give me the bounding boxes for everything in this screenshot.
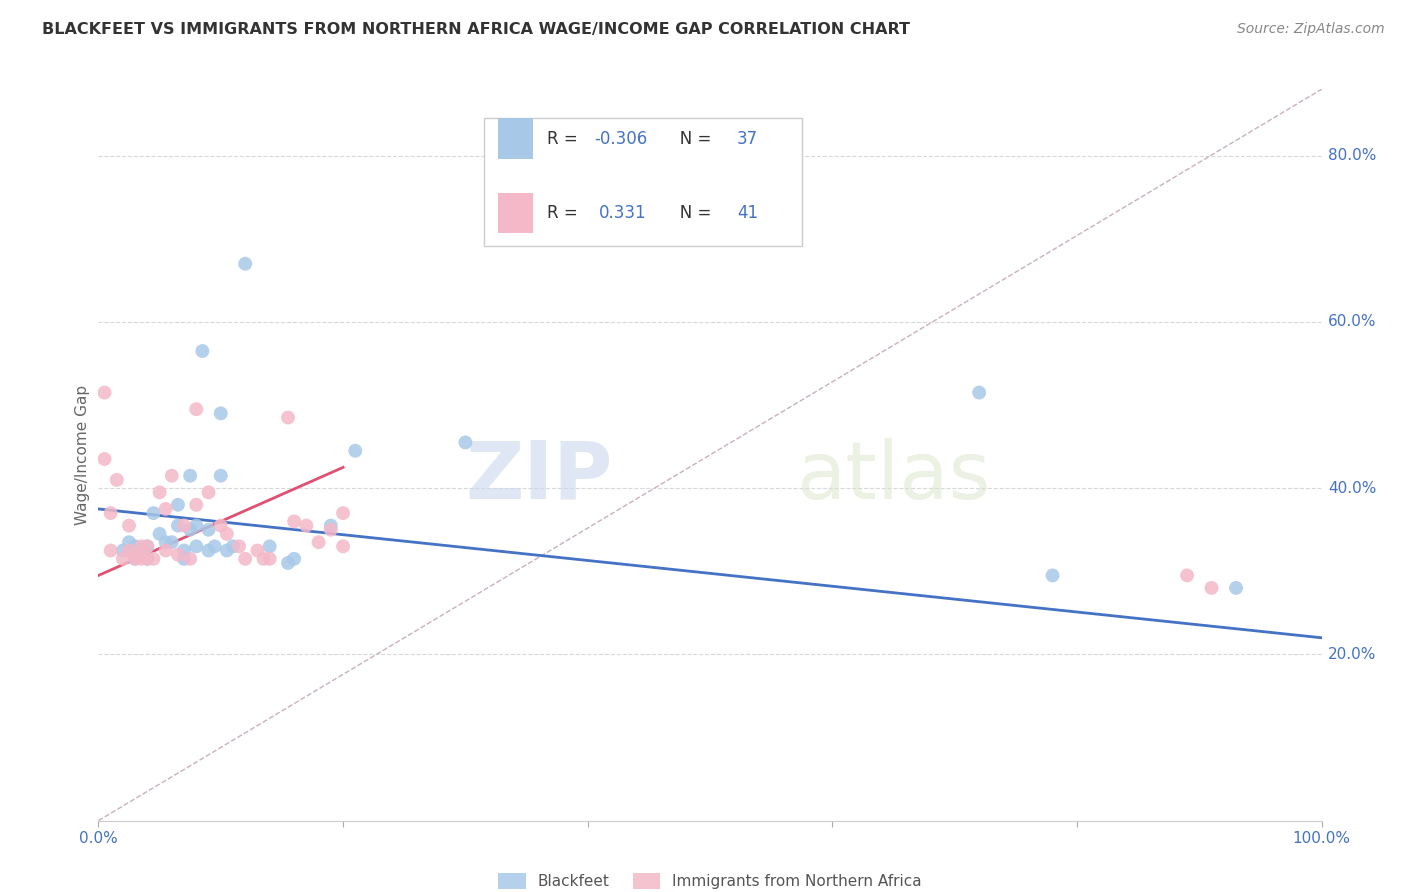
Point [136,539,159,553]
Point [167,548,190,562]
Point [319,523,342,537]
Point [100,543,122,558]
Text: N =: N = [664,129,716,147]
Point [1175,568,1198,582]
Point [197,523,219,537]
Point [155,502,177,516]
Point [1042,568,1064,582]
Text: R =: R = [547,129,583,147]
Point [129,548,152,562]
Point [228,539,250,553]
Point [124,539,146,553]
Point [179,468,201,483]
Point [142,506,165,520]
Text: 60.0%: 60.0% [1327,315,1376,329]
Point [186,518,208,533]
Point [160,468,183,483]
Point [191,344,214,359]
Point [454,435,477,450]
Point [277,410,299,425]
Point [252,551,274,566]
Point [93,385,115,400]
Text: 37: 37 [737,129,758,147]
Point [160,535,183,549]
Point [215,543,238,558]
Point [233,551,256,566]
FancyBboxPatch shape [498,193,533,234]
Point [173,518,195,533]
Point [186,539,208,553]
Point [344,443,367,458]
Point [197,485,219,500]
Point [173,551,195,566]
Text: R =: R = [547,204,589,222]
Text: 80.0%: 80.0% [1327,148,1376,163]
Point [136,551,159,566]
Point [124,551,146,566]
Point [179,551,201,566]
Point [186,498,208,512]
Point [124,551,146,566]
Point [204,539,226,553]
Point [129,539,152,553]
Text: BLACKFEET VS IMMIGRANTS FROM NORTHERN AFRICA WAGE/INCOME GAP CORRELATION CHART: BLACKFEET VS IMMIGRANTS FROM NORTHERN AF… [42,22,910,37]
Point [173,543,195,558]
Point [209,406,232,420]
FancyBboxPatch shape [484,119,801,246]
Point [332,539,354,553]
Point [209,468,232,483]
Text: 41: 41 [737,204,758,222]
Point [277,556,299,570]
Point [283,551,305,566]
Point [967,385,990,400]
Point [197,543,219,558]
Text: N =: N = [664,204,716,222]
Point [179,523,201,537]
Point [295,518,318,533]
Point [136,551,159,566]
Point [233,257,256,271]
Point [283,515,305,529]
Point [259,539,281,553]
Y-axis label: Wage/Income Gap: Wage/Income Gap [75,384,90,525]
Point [118,518,141,533]
Point [118,535,141,549]
Text: atlas: atlas [796,438,990,516]
Point [167,498,190,512]
Point [111,551,134,566]
Point [186,402,208,417]
Text: -0.306: -0.306 [593,129,647,147]
Text: 40.0%: 40.0% [1327,481,1376,496]
Text: 20.0%: 20.0% [1327,647,1376,662]
Point [215,527,238,541]
Point [136,539,159,553]
Point [105,473,128,487]
Point [111,543,134,558]
Point [93,452,115,467]
Point [142,551,165,566]
Point [1225,581,1247,595]
Point [222,539,245,553]
Point [308,535,330,549]
Point [129,551,152,566]
Text: Source: ZipAtlas.com: Source: ZipAtlas.com [1237,22,1385,37]
Point [149,485,172,500]
Legend: Blackfeet, Immigrants from Northern Africa: Blackfeet, Immigrants from Northern Afri… [491,866,929,892]
Point [332,506,354,520]
Point [259,551,281,566]
Text: ZIP: ZIP [465,438,612,516]
Point [149,527,172,541]
FancyBboxPatch shape [498,119,533,159]
Point [155,535,177,549]
Text: 0.331: 0.331 [599,204,647,222]
Point [167,518,190,533]
Point [124,548,146,562]
Point [209,518,232,533]
Point [118,543,141,558]
Point [100,506,122,520]
Point [155,543,177,558]
Point [246,543,269,558]
Point [319,518,342,533]
Point [1201,581,1223,595]
